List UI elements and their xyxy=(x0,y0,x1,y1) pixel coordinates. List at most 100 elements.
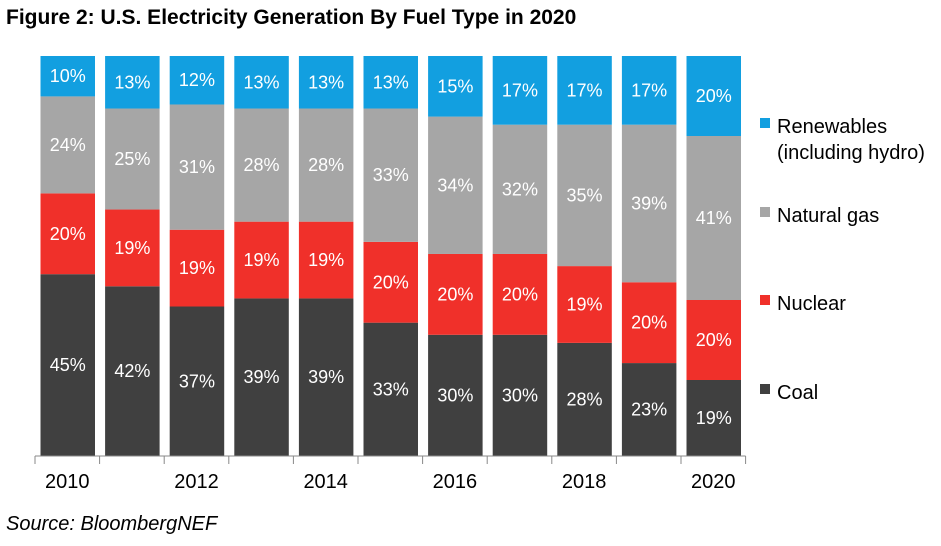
bar-segment-nuclear xyxy=(169,229,225,307)
bar-segment-nuclear xyxy=(363,241,418,323)
data-label: 17% xyxy=(567,80,603,100)
data-label: 12% xyxy=(179,70,215,90)
data-label: 20% xyxy=(631,313,667,333)
bar-segment-renewables xyxy=(557,56,612,125)
data-label: 33% xyxy=(373,165,409,185)
data-label: 20% xyxy=(502,284,538,304)
x-axis: 2010 2012 2014 2016 2018 2020 xyxy=(34,455,747,493)
bar-2019: 23% 20% 39% 17% xyxy=(621,56,677,456)
data-label: 25% xyxy=(114,149,150,169)
data-label: 19% xyxy=(696,408,732,428)
bar-segment-nuclear xyxy=(686,300,741,380)
data-label: 13% xyxy=(373,72,409,92)
bar-segment-nuclear xyxy=(234,221,289,299)
bar-segment-coal xyxy=(686,380,741,456)
data-label: 28% xyxy=(244,155,280,175)
legend-label: (including hydro) xyxy=(777,142,925,164)
bar-segment-nuclear xyxy=(621,282,677,364)
data-label: 39% xyxy=(308,367,344,387)
bar-segment-natural xyxy=(363,108,418,242)
data-label: 45% xyxy=(50,355,86,375)
legend: Renewables (including hydro) Natural gas Nu… xyxy=(760,116,925,404)
data-label: 42% xyxy=(114,361,150,381)
bar-segment-coal xyxy=(105,286,160,456)
bar-2020: 19% 20% 41% 20% xyxy=(686,56,741,456)
data-label: 41% xyxy=(696,208,732,228)
x-tick-label: 2020 xyxy=(691,471,736,493)
bar-segment-renewables xyxy=(428,56,483,117)
data-label: 13% xyxy=(308,72,344,92)
data-label: 24% xyxy=(50,135,86,155)
source-note: Source: BloombergNEF xyxy=(6,513,218,535)
bar-2015: 33% 20% 33% 13% xyxy=(363,56,418,456)
legend-swatch xyxy=(760,118,770,128)
legend-label: Renewables xyxy=(777,116,887,138)
data-label: 19% xyxy=(308,250,344,270)
data-label: 31% xyxy=(179,157,215,177)
bar-segment-renewables xyxy=(363,56,418,109)
data-label: 17% xyxy=(502,80,538,100)
legend-item: Natural gas xyxy=(760,205,879,227)
bar-segment-natural xyxy=(234,108,289,222)
bar-2012: 37% 19% 31% 12% xyxy=(169,56,225,456)
x-tick-label: 2018 xyxy=(562,471,607,493)
data-label: 28% xyxy=(308,155,344,175)
data-label: 28% xyxy=(567,389,603,409)
data-label: 13% xyxy=(244,72,280,92)
bar-2016: 30% 20% 34% 15% xyxy=(428,56,483,456)
bar-segment-nuclear xyxy=(428,253,483,335)
data-label: 37% xyxy=(179,371,215,391)
data-label: 30% xyxy=(502,385,538,405)
data-label: 20% xyxy=(696,86,732,106)
data-label: 30% xyxy=(437,385,473,405)
bar-segment-coal xyxy=(557,342,612,456)
bar-segment-coal xyxy=(40,274,95,456)
bar-segment-coal xyxy=(621,363,677,456)
bar-2014: 39% 19% 28% 13% xyxy=(298,56,354,456)
bar-segment-coal xyxy=(428,334,483,456)
data-label: 20% xyxy=(696,330,732,350)
bar-segment-natural xyxy=(621,124,677,283)
bar-segment-natural xyxy=(492,124,548,254)
bar-segment-coal xyxy=(492,334,548,456)
bar-segment-renewables xyxy=(298,56,354,109)
legend-label: Natural gas xyxy=(777,205,879,227)
data-label: 19% xyxy=(114,238,150,258)
bar-segment-nuclear xyxy=(40,193,95,275)
bar-2010: 45% 20% 24% 10% xyxy=(40,56,95,456)
chart-title: Figure 2: U.S. Electricity Generation By… xyxy=(6,6,577,29)
bar-segment-natural xyxy=(105,108,160,210)
bar-segment-renewables xyxy=(492,56,548,125)
x-tick-label: 2012 xyxy=(174,471,219,493)
bar-2018: 28% 19% 35% 17% xyxy=(557,56,612,456)
bar-segment-nuclear xyxy=(557,266,612,343)
bar-segment-renewables xyxy=(40,56,95,97)
legend-label: Coal xyxy=(777,382,818,404)
data-label: 20% xyxy=(373,272,409,292)
bar-segment-renewables xyxy=(621,56,677,125)
bar-segment-natural xyxy=(298,108,354,222)
legend-swatch xyxy=(760,295,770,305)
data-label: 15% xyxy=(437,76,473,96)
data-label: 10% xyxy=(50,66,86,86)
data-label: 20% xyxy=(437,284,473,304)
data-label: 13% xyxy=(114,72,150,92)
data-label: 32% xyxy=(502,179,538,199)
data-label: 23% xyxy=(631,400,667,420)
data-label: 34% xyxy=(437,175,473,195)
bar-segment-coal xyxy=(169,306,225,456)
bar-segment-renewables xyxy=(686,56,741,136)
bar-segment-renewables xyxy=(234,56,289,109)
legend-label: Nuclear xyxy=(777,293,846,315)
bar-segment-natural xyxy=(686,136,741,300)
bar-segment-natural xyxy=(40,96,95,194)
legend-item: Nuclear xyxy=(760,293,846,315)
x-tick-label: 2014 xyxy=(303,471,348,493)
legend-swatch xyxy=(760,207,770,217)
bar-2013: 39% 19% 28% 13% xyxy=(234,56,289,456)
bar-2011: 42% 19% 25% 13% xyxy=(105,56,160,456)
legend-item: Coal xyxy=(760,382,818,404)
data-label: 19% xyxy=(244,250,280,270)
data-label: 35% xyxy=(567,185,603,205)
